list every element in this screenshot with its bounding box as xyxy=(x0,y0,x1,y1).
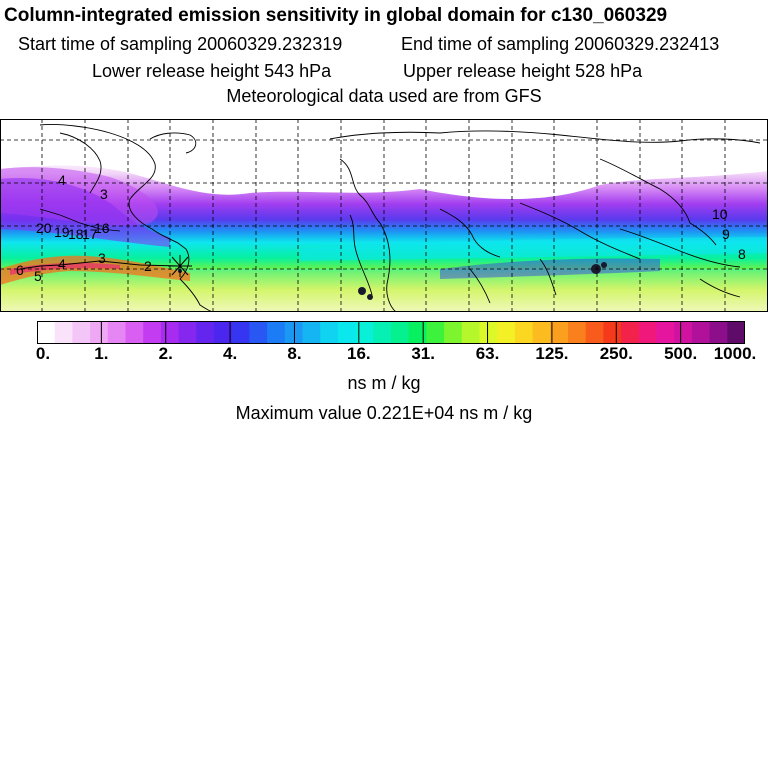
colorbar-tick-label: 125. xyxy=(535,344,569,363)
trajectory-label: 6 xyxy=(16,262,24,278)
colorbar-tick-label: 250. xyxy=(599,344,633,363)
colorbar-cell xyxy=(532,321,551,344)
colorbar-tick-label: 8. xyxy=(287,344,302,363)
trajectory-label: 20 xyxy=(36,220,52,236)
colorbar-tick-label: 500. xyxy=(664,344,698,363)
colorbar-cell xyxy=(214,321,233,344)
colorbar-cell xyxy=(90,321,109,344)
upper-release-height: Upper release height 528 hPa xyxy=(403,61,643,81)
colorbar-tick-label: 4. xyxy=(222,344,238,363)
colorbar-cell xyxy=(638,321,657,344)
colorbar-cell xyxy=(178,321,197,344)
colorbar-cell xyxy=(355,321,374,344)
colorbar-unit: ns m / kg xyxy=(347,373,421,393)
trajectory-label: 19 xyxy=(54,224,70,240)
colorbar-cell xyxy=(426,321,445,344)
colorbar-cell xyxy=(497,321,516,344)
colorbar-cell xyxy=(160,321,180,344)
colorbar-cell xyxy=(709,321,728,344)
colorbar-cell xyxy=(674,321,693,344)
colorbar-cell xyxy=(444,321,463,344)
colorbar-cell xyxy=(621,321,640,344)
colorbar-cell xyxy=(54,321,73,344)
colorbar xyxy=(37,321,745,344)
trajectory-label: 9 xyxy=(722,226,730,242)
colorbar-cell xyxy=(461,321,480,344)
lower-release-height: Lower release height 543 hPa xyxy=(92,61,332,81)
colorbar-cell xyxy=(143,321,162,344)
colorbar-cell xyxy=(391,321,410,344)
trajectory-label: 4 xyxy=(58,256,66,272)
colorbar-cell xyxy=(267,321,286,344)
colorbar-cell xyxy=(125,321,144,344)
colorbar-cell xyxy=(408,321,427,344)
trajectory-label: 10 xyxy=(712,206,728,222)
colorbar-cell xyxy=(37,321,56,344)
colorbar-cell xyxy=(284,321,303,344)
colorbar-cell xyxy=(72,321,91,344)
colorbar-cell xyxy=(603,321,622,344)
colorbar-cell xyxy=(568,321,587,344)
maximum-value: Maximum value 0.221E+04 ns m / kg xyxy=(235,403,533,423)
colorbar-tick-label: 31. xyxy=(411,344,435,363)
trajectory-label: 16 xyxy=(94,220,110,236)
plot-title: Column-integrated emission sensitivity i… xyxy=(4,5,668,26)
colorbar-cell xyxy=(302,321,321,344)
colorbar-cell xyxy=(585,321,604,344)
colorbar-tick-label: 16. xyxy=(346,344,371,363)
colorbar-cell xyxy=(107,321,126,344)
trajectory-label: 2 xyxy=(144,258,152,274)
colorbar-cell xyxy=(479,321,498,344)
trajectory-label: 18 xyxy=(68,226,84,242)
colorbar-cell xyxy=(249,321,268,344)
colorbar-cell xyxy=(656,321,675,344)
colorbar-cell xyxy=(514,321,534,344)
trajectory-label: 17 xyxy=(82,226,98,242)
colorbar-cell xyxy=(691,321,711,344)
colorbar-cell xyxy=(727,321,745,344)
trajectory-label: 3 xyxy=(98,250,106,266)
start-time: Start time of sampling 20060329.232319 xyxy=(18,34,343,54)
trajectory-label: 8 xyxy=(738,246,746,262)
colorbar-tick-label: 0. xyxy=(35,344,51,363)
colorbar-cell xyxy=(373,321,392,344)
colorbar-cell xyxy=(320,321,339,344)
end-time: End time of sampling 20060329.232413 xyxy=(401,34,720,54)
colorbar-tick-label: 1. xyxy=(94,344,109,363)
trajectory-label: 3 xyxy=(100,186,108,202)
colorbar-cell xyxy=(550,321,569,344)
colorbar-cell xyxy=(231,321,250,344)
colorbar-cell xyxy=(196,321,215,344)
trajectory-label: 5 xyxy=(34,268,42,284)
colorbar-cell xyxy=(337,321,357,344)
colorbar-tick-label: 63. xyxy=(475,344,500,363)
trajectory-label: 4 xyxy=(58,172,66,188)
met-data-source: Meteorological data used are from GFS xyxy=(226,86,542,106)
colorbar-tick-label: 2. xyxy=(158,344,173,363)
colorbar-tick-label: 1000. xyxy=(713,344,757,363)
